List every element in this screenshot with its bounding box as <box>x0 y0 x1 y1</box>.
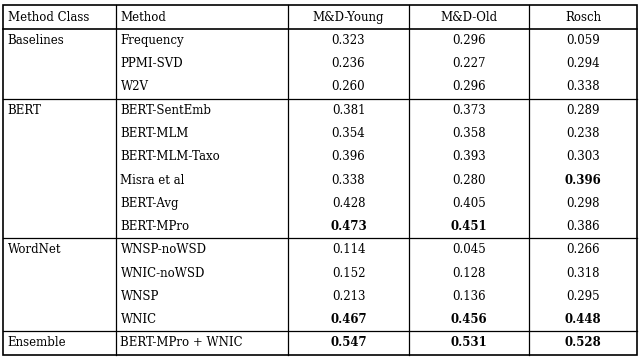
Text: 0.396: 0.396 <box>332 150 365 163</box>
Text: Method: Method <box>120 10 166 23</box>
Text: BERT-Avg: BERT-Avg <box>120 197 179 210</box>
Text: 0.260: 0.260 <box>332 80 365 93</box>
Text: 0.227: 0.227 <box>452 57 486 70</box>
Text: Baselines: Baselines <box>8 34 65 47</box>
Text: 0.136: 0.136 <box>452 290 486 303</box>
Text: 0.381: 0.381 <box>332 104 365 117</box>
Text: 0.473: 0.473 <box>330 220 367 233</box>
Text: 0.213: 0.213 <box>332 290 365 303</box>
Text: 0.428: 0.428 <box>332 197 365 210</box>
Text: WNIC: WNIC <box>120 313 157 326</box>
Text: W2V: W2V <box>120 80 148 93</box>
Text: WordNet: WordNet <box>8 243 61 256</box>
Text: 0.528: 0.528 <box>564 337 602 350</box>
Text: 0.296: 0.296 <box>452 34 486 47</box>
Text: 0.059: 0.059 <box>566 34 600 47</box>
Text: 0.045: 0.045 <box>452 243 486 256</box>
Text: BERT: BERT <box>8 104 42 117</box>
Text: 0.393: 0.393 <box>452 150 486 163</box>
Text: WNIC-noWSD: WNIC-noWSD <box>120 267 205 280</box>
Text: 0.386: 0.386 <box>566 220 600 233</box>
Text: 0.448: 0.448 <box>564 313 601 326</box>
Text: 0.338: 0.338 <box>566 80 600 93</box>
Text: 0.298: 0.298 <box>566 197 600 210</box>
Text: 0.405: 0.405 <box>452 197 486 210</box>
Text: 0.318: 0.318 <box>566 267 600 280</box>
Text: WNSP-noWSD: WNSP-noWSD <box>120 243 207 256</box>
Text: Misra et al: Misra et al <box>120 174 185 186</box>
Text: 0.467: 0.467 <box>330 313 367 326</box>
Text: 0.396: 0.396 <box>564 174 602 186</box>
Text: 0.280: 0.280 <box>452 174 486 186</box>
Text: 0.238: 0.238 <box>566 127 600 140</box>
Text: 0.266: 0.266 <box>566 243 600 256</box>
Text: BERT-SentEmb: BERT-SentEmb <box>120 104 211 117</box>
Text: Frequency: Frequency <box>120 34 184 47</box>
Text: 0.294: 0.294 <box>566 57 600 70</box>
Text: M&D-Young: M&D-Young <box>313 10 384 23</box>
Text: 0.531: 0.531 <box>451 337 487 350</box>
Text: BERT-MPro + WNIC: BERT-MPro + WNIC <box>120 337 243 350</box>
Text: 0.289: 0.289 <box>566 104 600 117</box>
Text: M&D-Old: M&D-Old <box>440 10 497 23</box>
Text: 0.547: 0.547 <box>330 337 367 350</box>
Text: BERT-MLM-Taxo: BERT-MLM-Taxo <box>120 150 220 163</box>
Text: Method Class: Method Class <box>8 10 89 23</box>
Text: Rosch: Rosch <box>565 10 601 23</box>
Text: PPMI-SVD: PPMI-SVD <box>120 57 183 70</box>
Text: 0.152: 0.152 <box>332 267 365 280</box>
Text: 0.323: 0.323 <box>332 34 365 47</box>
Text: 0.128: 0.128 <box>452 267 486 280</box>
Text: 0.303: 0.303 <box>566 150 600 163</box>
Text: 0.354: 0.354 <box>332 127 365 140</box>
Text: 0.236: 0.236 <box>332 57 365 70</box>
Text: 0.338: 0.338 <box>332 174 365 186</box>
Text: Ensemble: Ensemble <box>8 337 67 350</box>
Text: WNSP: WNSP <box>120 290 159 303</box>
Text: 0.373: 0.373 <box>452 104 486 117</box>
Text: BERT-MLM: BERT-MLM <box>120 127 189 140</box>
Text: 0.295: 0.295 <box>566 290 600 303</box>
Text: 0.296: 0.296 <box>452 80 486 93</box>
Text: 0.456: 0.456 <box>451 313 487 326</box>
Text: 0.358: 0.358 <box>452 127 486 140</box>
Text: BERT-MPro: BERT-MPro <box>120 220 189 233</box>
Text: 0.451: 0.451 <box>451 220 487 233</box>
Text: 0.114: 0.114 <box>332 243 365 256</box>
